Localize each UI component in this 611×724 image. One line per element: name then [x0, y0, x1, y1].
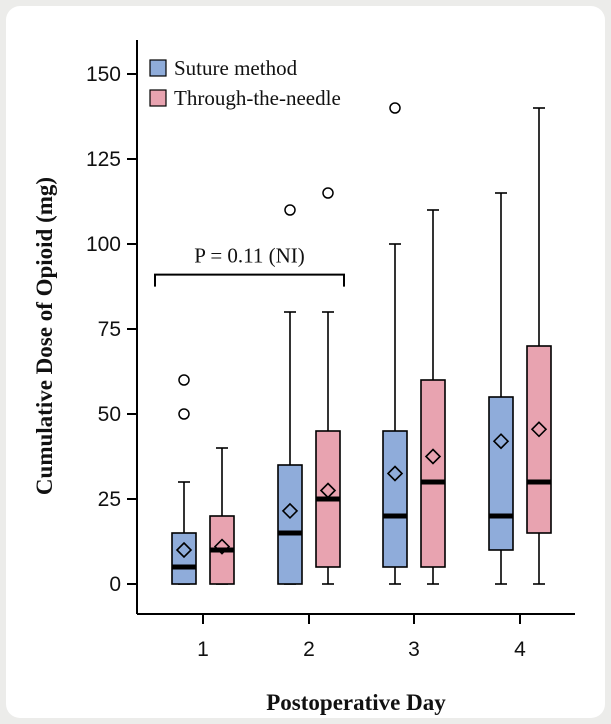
box-needle-day-1: [209, 447, 235, 585]
box-needle-day-3: [420, 209, 446, 585]
outlier-point: [178, 408, 190, 420]
mean-marker: [530, 421, 548, 438]
legend-swatch-needle: [149, 89, 167, 107]
box-iqr: [526, 345, 552, 534]
chart-card: 0 25 50 75 100 125 150 1 2 3 4 Postoperative Day Cum…: [6, 6, 605, 718]
y-tick-label: 150: [86, 63, 121, 86]
y-tick-label: 50: [98, 403, 121, 426]
mean-marker: [319, 482, 337, 499]
box-suture-day-3: [382, 102, 408, 585]
y-tick-label: 0: [109, 573, 121, 596]
mean-marker: [213, 538, 231, 555]
mean-marker: [386, 465, 404, 482]
outlier-point: [284, 204, 296, 216]
significance-label: P = 0.11 (NI): [194, 244, 305, 268]
box-iqr: [171, 532, 197, 585]
box-plot-chart: 0 25 50 75 100 125 150 1 2 3 4 Postoperative Day Cum…: [32, 40, 575, 715]
x-tick-label: 4: [514, 638, 526, 661]
box-iqr: [277, 464, 303, 585]
legend-swatch-suture: [149, 59, 167, 77]
outlier-point: [178, 374, 190, 386]
box-needle-day-2: [315, 187, 341, 585]
x-tick-label: 2: [303, 638, 315, 661]
outlier-point: [389, 102, 401, 114]
box-suture-day-1: [171, 374, 197, 585]
mean-marker: [492, 433, 510, 450]
outlier-point: [322, 187, 334, 199]
y-tick-label: 100: [86, 233, 121, 256]
y-tick-label: 75: [98, 318, 121, 341]
mean-marker: [175, 541, 193, 559]
legend-label-suture: Suture method: [174, 56, 298, 80]
mean-marker: [424, 448, 442, 465]
significance-bracket: [154, 273, 345, 287]
y-tick-label: 25: [98, 488, 121, 511]
box-suture-day-4: [488, 192, 514, 585]
box-iqr: [382, 430, 408, 568]
box-iqr: [488, 396, 514, 551]
x-tick-label: 3: [408, 638, 420, 661]
legend-label-needle: Through-the-needle: [174, 86, 341, 110]
box-suture-day-2: [277, 204, 303, 585]
box-needle-day-4: [526, 107, 552, 585]
y-tick-label: 125: [86, 148, 121, 171]
x-axis-label: Postoperative Day: [266, 690, 446, 715]
box-iqr: [420, 379, 446, 568]
mean-marker: [281, 502, 299, 520]
y-axis-label: Cumulative Dose of Opioid (mg): [32, 177, 57, 495]
x-tick-label: 1: [197, 638, 209, 661]
